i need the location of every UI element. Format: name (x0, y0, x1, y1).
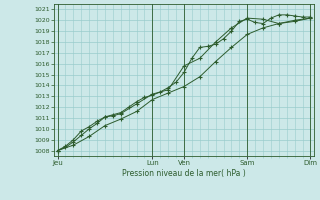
X-axis label: Pression niveau de la mer( hPa ): Pression niveau de la mer( hPa ) (122, 169, 246, 178)
